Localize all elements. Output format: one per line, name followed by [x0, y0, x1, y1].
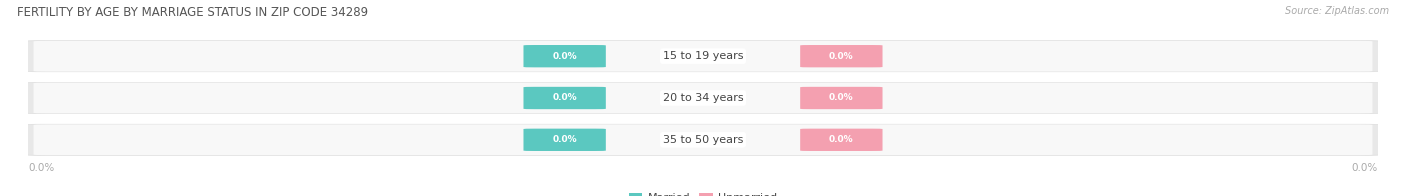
FancyBboxPatch shape [800, 129, 883, 151]
Text: 0.0%: 0.0% [28, 163, 55, 173]
Text: 0.0%: 0.0% [553, 135, 576, 144]
Legend: Married, Unmarried: Married, Unmarried [624, 188, 782, 196]
Text: 0.0%: 0.0% [553, 93, 576, 103]
Text: Source: ZipAtlas.com: Source: ZipAtlas.com [1285, 6, 1389, 16]
FancyBboxPatch shape [25, 124, 1381, 155]
FancyBboxPatch shape [800, 45, 883, 67]
Text: 20 to 34 years: 20 to 34 years [662, 93, 744, 103]
Text: 0.0%: 0.0% [1351, 163, 1378, 173]
Text: 0.0%: 0.0% [830, 93, 853, 103]
Text: FERTILITY BY AGE BY MARRIAGE STATUS IN ZIP CODE 34289: FERTILITY BY AGE BY MARRIAGE STATUS IN Z… [17, 6, 368, 19]
Text: 0.0%: 0.0% [553, 52, 576, 61]
FancyBboxPatch shape [523, 45, 606, 67]
FancyBboxPatch shape [523, 129, 606, 151]
Text: 15 to 19 years: 15 to 19 years [662, 51, 744, 61]
FancyBboxPatch shape [25, 83, 1381, 113]
FancyBboxPatch shape [523, 87, 606, 109]
FancyBboxPatch shape [34, 124, 1372, 155]
FancyBboxPatch shape [34, 83, 1372, 113]
Text: 0.0%: 0.0% [830, 52, 853, 61]
FancyBboxPatch shape [34, 41, 1372, 72]
Text: 35 to 50 years: 35 to 50 years [662, 135, 744, 145]
FancyBboxPatch shape [25, 41, 1381, 72]
FancyBboxPatch shape [800, 87, 883, 109]
Text: 0.0%: 0.0% [830, 135, 853, 144]
